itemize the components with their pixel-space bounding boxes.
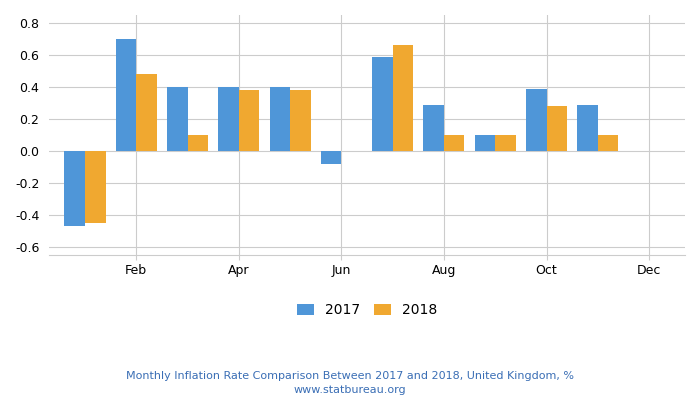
Bar [218,87,239,151]
Bar [475,135,496,151]
Bar [290,90,311,151]
Text: www.statbureau.org: www.statbureau.org [294,385,406,395]
Bar [270,87,290,151]
Bar [188,135,208,151]
Bar [116,39,136,151]
Bar [64,151,85,226]
Bar [547,106,567,151]
Bar [444,135,465,151]
Bar [496,135,516,151]
Bar [85,151,106,223]
Bar [239,90,260,151]
Bar [598,135,618,151]
Bar [167,87,188,151]
Bar [526,88,547,151]
Bar [393,45,413,151]
Bar [578,104,598,151]
Legend: 2017, 2018: 2017, 2018 [292,298,442,323]
Bar [136,74,157,151]
Bar [424,104,444,151]
Bar [372,56,393,151]
Bar [321,151,342,164]
Text: Monthly Inflation Rate Comparison Between 2017 and 2018, United Kingdom, %: Monthly Inflation Rate Comparison Betwee… [126,371,574,381]
